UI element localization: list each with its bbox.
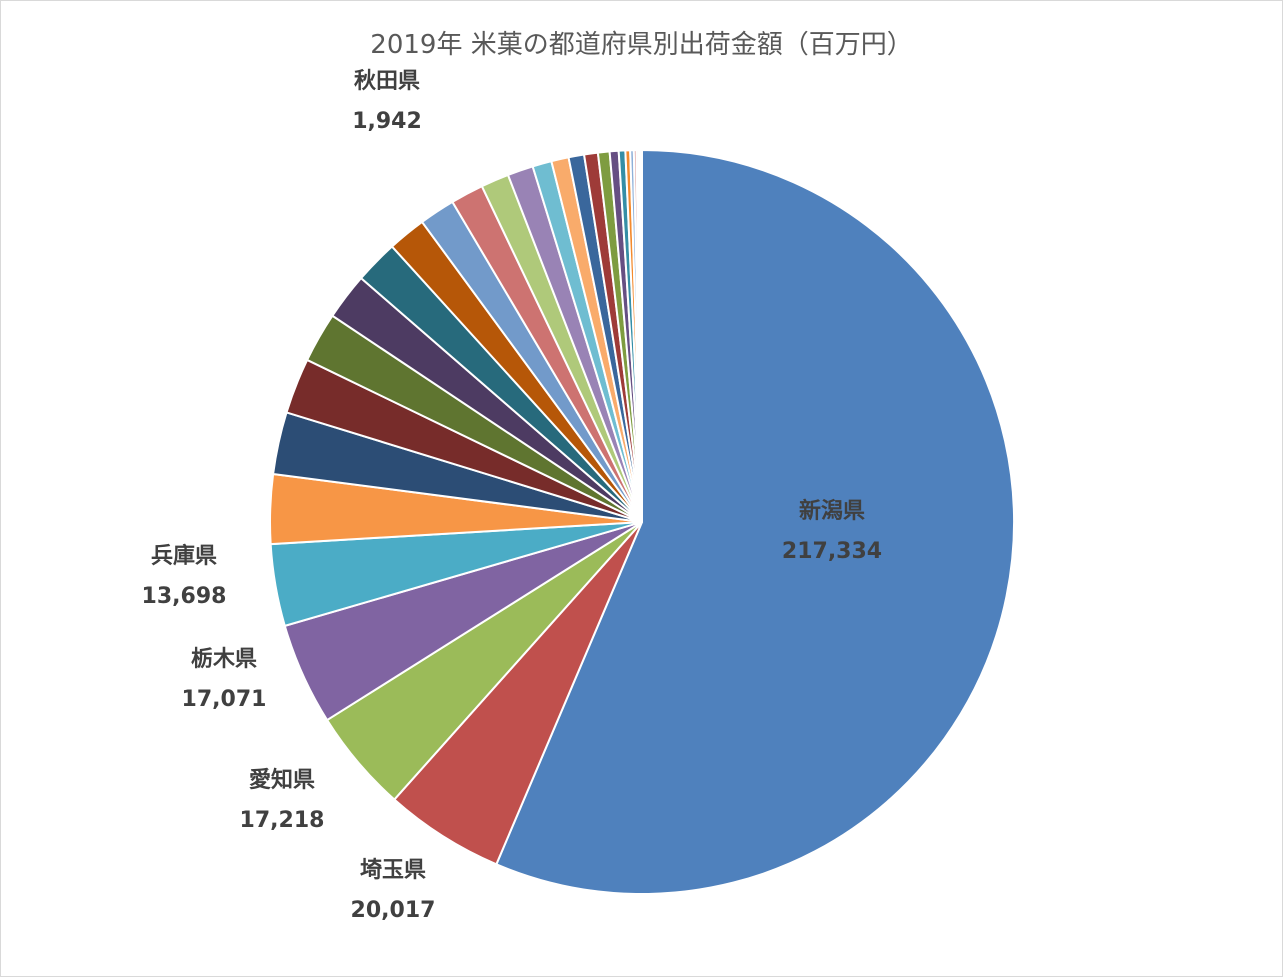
slice-label-name: 栃木県 xyxy=(191,647,257,672)
slice-label-name: 埼玉県 xyxy=(360,858,426,883)
slice-label-value: 13,698 xyxy=(142,584,227,609)
slice-label-value: 217,334 xyxy=(782,539,882,564)
slice-label-name: 新潟県 xyxy=(799,498,865,524)
chart-title: 2019年 米菓の都道府県別出荷金額（百万円） xyxy=(370,30,913,60)
slice-label-name: 秋田県 xyxy=(354,69,420,94)
slice-label-value: 17,218 xyxy=(240,808,325,833)
pie-slice-29 xyxy=(640,148,643,523)
data-labels: 新潟県 217,334 埼玉県 20,017 愛知県 17,218 栃木県 17,071 兵庫県… xyxy=(142,69,883,923)
slice-label-name: 愛知県 xyxy=(249,767,315,793)
slice-label-value: 20,017 xyxy=(351,898,436,923)
slice-label-value: 1,942 xyxy=(352,109,422,134)
pie-slices xyxy=(269,148,1015,895)
slice-label-name: 兵庫県 xyxy=(151,543,217,569)
pie-slice-新潟県 xyxy=(495,148,1015,895)
slice-label-value: 17,071 xyxy=(182,687,267,712)
